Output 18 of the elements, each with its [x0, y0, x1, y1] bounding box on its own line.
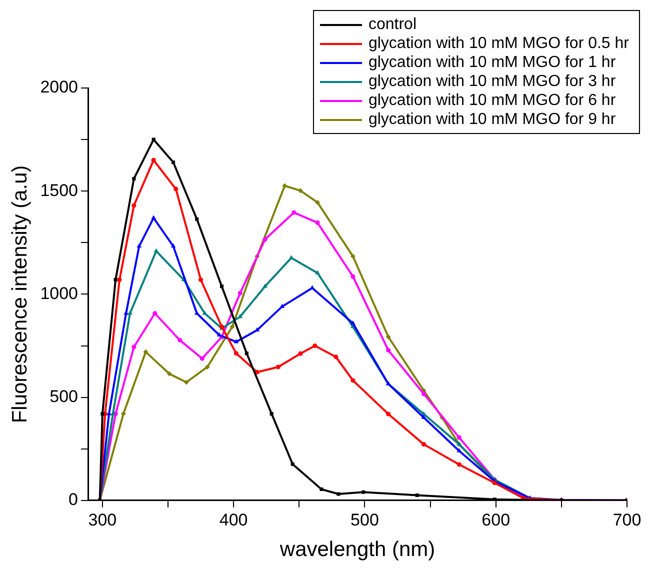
- legend-label: glycation with 10 mM MGO for 1 hr: [368, 53, 616, 72]
- x-tick-label: 400: [219, 510, 248, 530]
- y-axis-title: Fluorescence intensity (a.u): [8, 165, 32, 424]
- legend-label: glycation with 10 mM MGO for 9 hr: [368, 110, 616, 129]
- x-tick-label: 500: [350, 510, 379, 530]
- x-axis-title: wavelength (nm): [278, 538, 436, 562]
- x-tick-label: 700: [612, 510, 642, 530]
- x-tick-label: 600: [482, 510, 510, 530]
- x-tick-label: 300: [88, 510, 117, 530]
- legend-label: control: [368, 15, 416, 34]
- y-tick-label: 1000: [40, 284, 78, 303]
- y-tick-label: 2000: [40, 78, 78, 97]
- legend-label: glycation with 10 mM MGO for 0.5 hr: [368, 34, 629, 53]
- y-tick-label: 0: [68, 490, 78, 510]
- y-tick-label: 500: [50, 386, 78, 406]
- legend-label: glycation with 10 mM MGO for 3 hr: [368, 72, 616, 91]
- y-tick-label: 1500: [40, 180, 78, 200]
- legend-label: glycation with 10 mM MGO for 6 hr: [368, 91, 616, 110]
